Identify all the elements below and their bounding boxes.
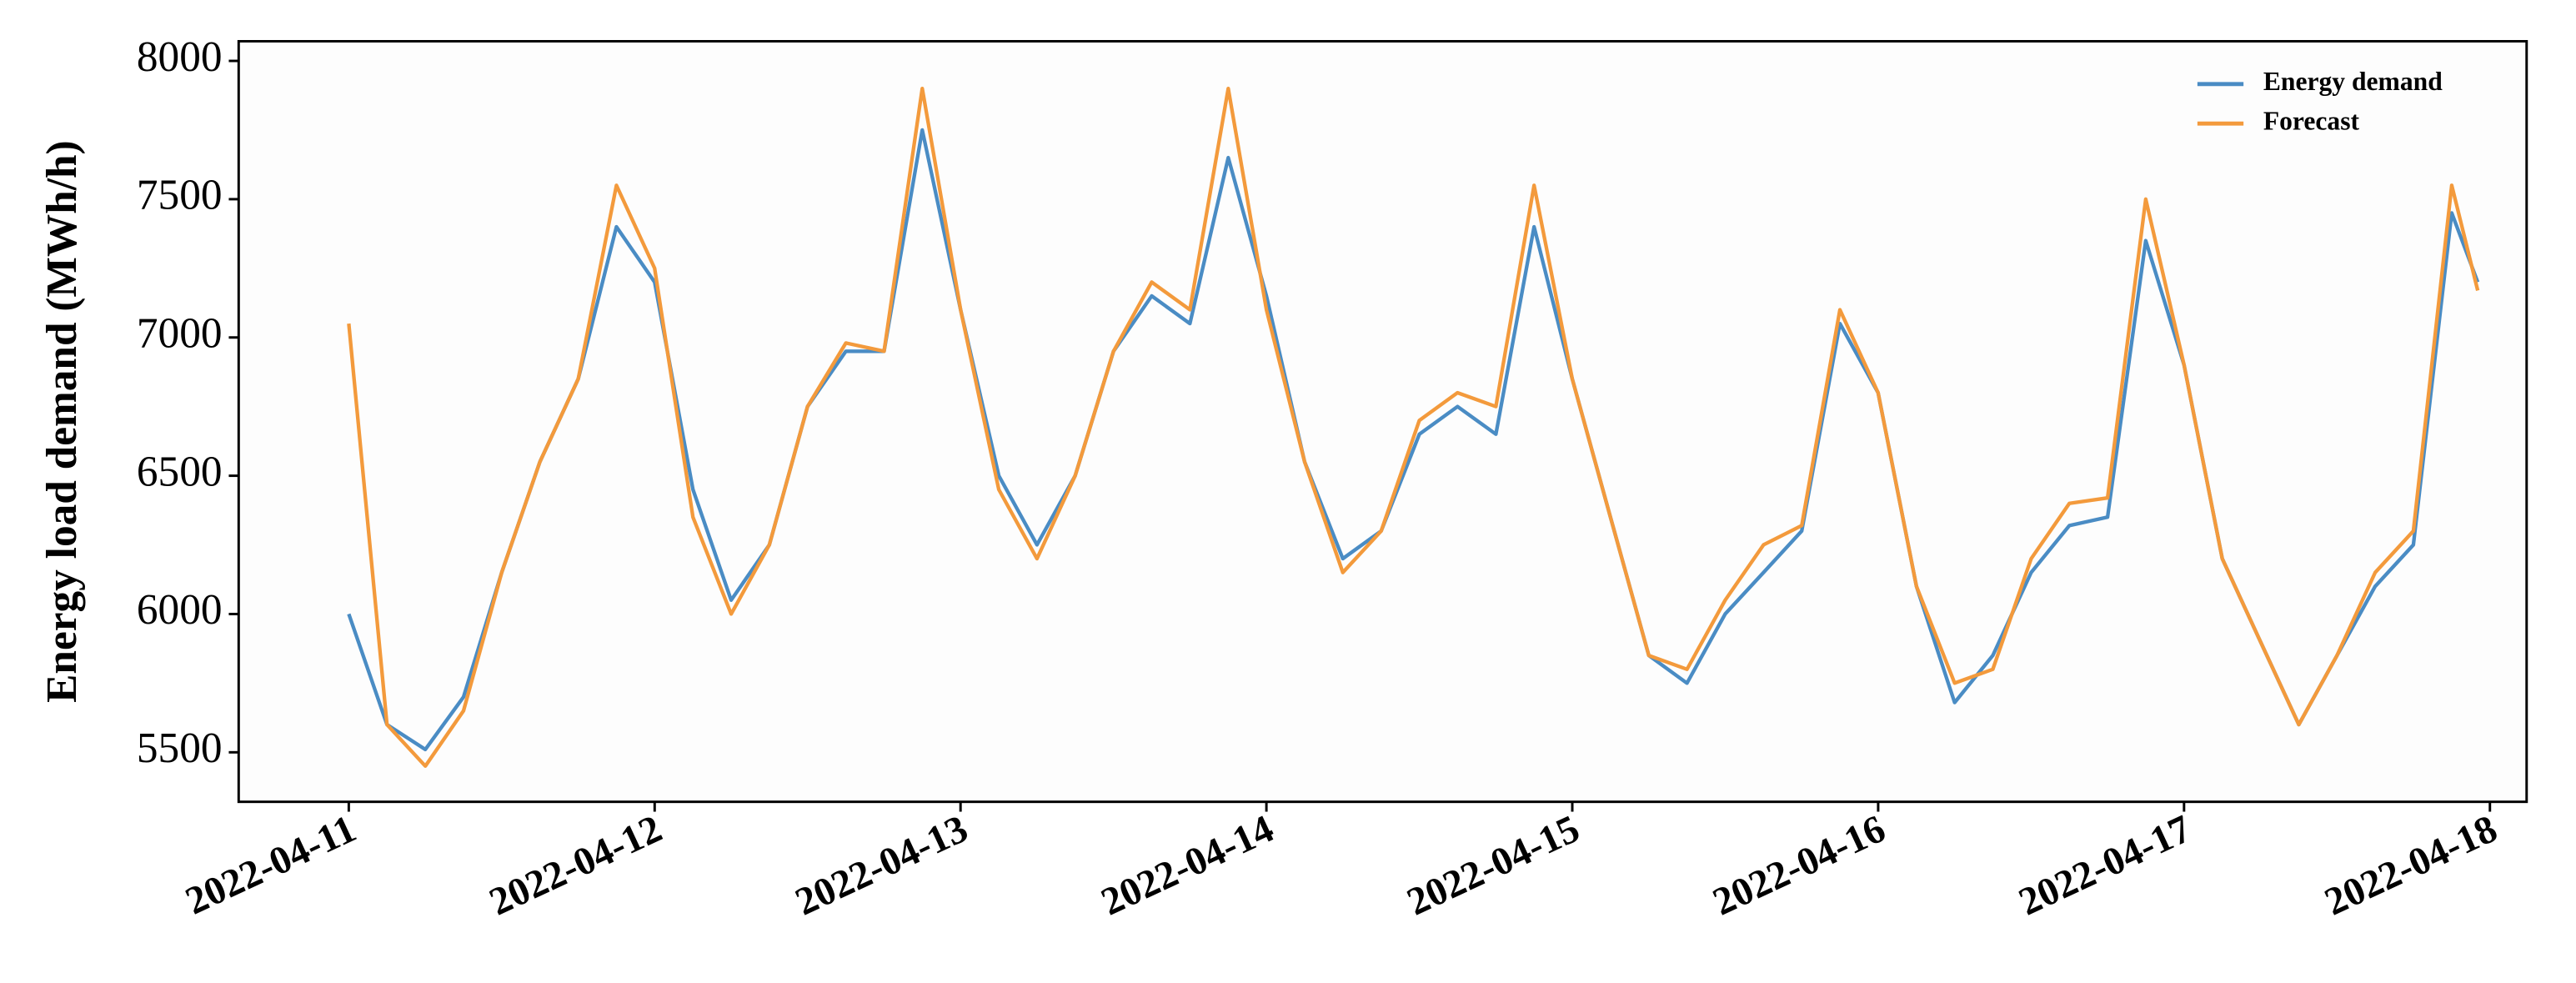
x-tick-label: 2022-04-11 [179,807,363,923]
series-line [347,128,2480,752]
x-tick-label: 2022-04-16 [1706,807,1892,925]
y-tick-label: 8000 [137,33,223,81]
x-tick-label: 2022-04-18 [2318,807,2503,925]
y-axis-label: Energy load demand (MWh/h) [38,140,86,702]
y-tick-label: 6000 [137,586,223,634]
legend-label: Energy demand [2263,67,2443,96]
x-tick-label: 2022-04-17 [2012,807,2198,925]
y-tick-label: 5500 [137,725,223,772]
x-tick-label: 2022-04-13 [789,807,974,925]
y-tick-label: 7000 [137,310,223,358]
legend-label: Forecast [2263,106,2360,135]
plot-frame [237,40,2528,804]
x-tick-label: 2022-04-12 [483,807,668,925]
y-tick-label: 6500 [137,448,223,495]
x-tick-label: 2022-04-15 [1401,807,1586,925]
y-tick-label: 7500 [137,172,223,219]
x-tick-label: 2022-04-14 [1095,807,1280,925]
series-line [347,86,2480,769]
